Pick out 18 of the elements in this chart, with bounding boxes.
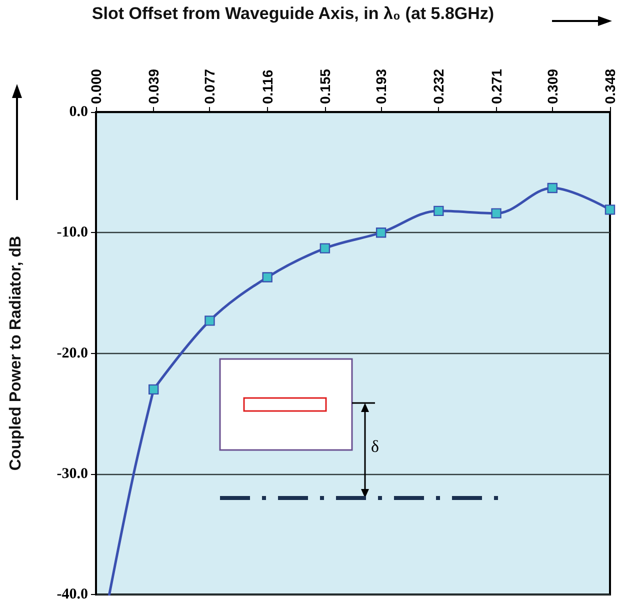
x-axis-title: Slot Offset from Waveguide Axis, in λ₀ (at 5.8GHz) — [92, 4, 494, 23]
x-tick-label: 0.039 — [146, 68, 162, 104]
x-tick-label: 0.309 — [544, 68, 560, 104]
x-tick-label: 0.116 — [259, 70, 276, 104]
y-tick-label: -10.0 — [56, 224, 88, 241]
annotation: δ — [371, 437, 380, 456]
x-tick-label: 0.271 — [488, 68, 504, 104]
x-tick-label: 0.077 — [202, 68, 218, 104]
x-tick-label: 0.155 — [316, 68, 333, 104]
y-tick-label: -20.0 — [56, 345, 88, 362]
y-axis-title: Coupled Power to Radiator, dB — [8, 236, 24, 471]
y-tick-label: -30.0 — [56, 466, 88, 482]
y-tick-label: -40.0 — [56, 586, 88, 602]
x-tick-label: 0.232 — [430, 68, 447, 104]
y-tick-label: 0.0 — [69, 104, 88, 120]
x-tick-label: 0.000 — [88, 68, 104, 104]
x-tick-label: 0.193 — [373, 68, 390, 104]
x-tick-label: 0.348 — [602, 68, 617, 104]
